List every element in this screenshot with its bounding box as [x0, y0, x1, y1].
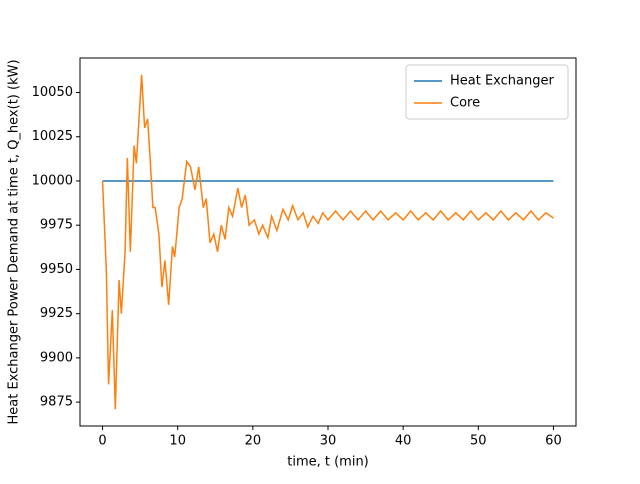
y-tick-label: 9925	[40, 306, 73, 321]
legend-box	[405, 64, 569, 120]
y-tick-label: 9900	[40, 350, 73, 365]
x-axis-label: time, t (min)	[287, 455, 369, 470]
y-tick-label: 9950	[40, 262, 73, 277]
plot-area	[101, 74, 554, 410]
x-tick-label: 60	[545, 434, 562, 449]
x-tick-label: 40	[395, 434, 412, 449]
x-tick-label: 50	[470, 434, 487, 449]
y-axis-label: Heat Exchanger Power Demand at time t, Q…	[7, 59, 22, 424]
x-tick-label: 20	[245, 434, 262, 449]
line-series	[101, 74, 554, 410]
x-tick-label: 10	[169, 434, 186, 449]
x-tick-label: 30	[320, 434, 337, 449]
y-tick-label: 10025	[32, 129, 73, 144]
legend-label: Core	[450, 96, 480, 111]
x-tick-label: 0	[98, 434, 106, 449]
legend-label: Heat Exchanger	[450, 74, 554, 89]
y-tick-label: 9975	[40, 218, 73, 233]
y-tick-label: 9875	[40, 395, 73, 410]
y-tick-label: 10050	[32, 85, 73, 100]
y-tick-label: 10000	[32, 173, 73, 188]
